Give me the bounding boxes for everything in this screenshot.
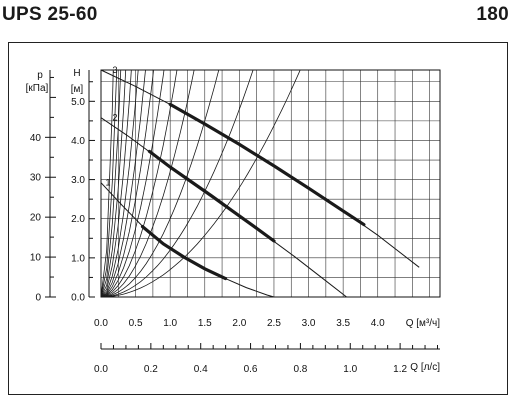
operating-range-1 bbox=[140, 225, 228, 281]
pressure-tick-label: 40 bbox=[30, 133, 42, 144]
operating-range-2 bbox=[147, 149, 276, 243]
flow-m3h-tick-label: 2.0 bbox=[232, 318, 246, 329]
flow-ls-tick-label: 0.8 bbox=[293, 364, 307, 375]
ylabel-p-symbol: p bbox=[37, 70, 43, 81]
flow-ls-tick-label: 1.2 bbox=[393, 364, 407, 375]
flow-m3h-tick-label: 3.5 bbox=[336, 318, 350, 329]
flow-m3h-tick-label: 1.0 bbox=[163, 318, 177, 329]
system-curve bbox=[101, 70, 220, 297]
flow-m3h-tick-label: 3.0 bbox=[302, 318, 316, 329]
xlabel-ls: Q [л/с] bbox=[410, 362, 440, 373]
grid bbox=[100, 69, 441, 298]
tick-labels: 0.0 1.0 2.0 3.0 4.0 5.0 0 10 20 30 40 0.0 0.5 1.0 1.5 2… bbox=[30, 97, 408, 375]
axes: p [кПа] H [м] Q [м³/ч] Q [л/с] bbox=[26, 68, 441, 373]
head-tick-label: 2.0 bbox=[71, 214, 85, 225]
curve-label-2: 2 bbox=[112, 113, 117, 123]
flow-ls-tick-label: 0.2 bbox=[144, 364, 158, 375]
system-curve bbox=[101, 70, 254, 297]
pressure-tick-label: 30 bbox=[30, 173, 42, 184]
flow-ls-tick-label: 0.6 bbox=[244, 364, 258, 375]
head-tick-label: 1.0 bbox=[71, 253, 85, 264]
head-tick-label: 3.0 bbox=[71, 175, 85, 186]
flow-m3h-tick-label: 4.0 bbox=[371, 318, 385, 329]
head-tick-label: 5.0 bbox=[71, 97, 85, 108]
flow-ls-tick-label: 1.0 bbox=[343, 364, 357, 375]
system-curve bbox=[101, 70, 195, 297]
head-tick-label: 4.0 bbox=[71, 136, 85, 147]
flow-ls-tick-label: 0.4 bbox=[194, 364, 208, 375]
system-curve bbox=[101, 70, 165, 297]
flow-ls-tick-label: 0.0 bbox=[94, 364, 108, 375]
ylabel-h-unit: [м] bbox=[71, 84, 84, 95]
ylabel-h-symbol: H bbox=[73, 68, 80, 79]
plot-border bbox=[100, 69, 441, 298]
system-curves bbox=[101, 70, 301, 297]
ylabel-p-unit: [кПа] bbox=[26, 83, 49, 94]
curve-label-1: 1 bbox=[105, 178, 110, 188]
pump-curve-2 bbox=[100, 117, 347, 298]
system-curve bbox=[101, 70, 301, 297]
xlabel-m3h: Q [м³/ч] bbox=[406, 318, 441, 329]
flow-m3h-tick-label: 1.5 bbox=[198, 318, 212, 329]
operating-range-3 bbox=[168, 102, 366, 227]
flow-m3h-tick-label: 0.5 bbox=[129, 318, 143, 329]
pump-model-title: UPS 25-60 bbox=[2, 4, 98, 25]
pressure-tick-label: 20 bbox=[30, 213, 42, 224]
curve-label-3: 3 bbox=[112, 65, 117, 75]
pump-curves: 1 2 3 bbox=[100, 65, 420, 298]
system-curve bbox=[101, 70, 178, 297]
pressure-tick-label: 10 bbox=[30, 253, 42, 264]
flow-m3h-tick-label: 2.5 bbox=[267, 318, 281, 329]
chart-frame bbox=[8, 42, 508, 395]
page-number: 180 bbox=[476, 4, 509, 25]
flow-m3h-tick-label: 0.0 bbox=[94, 318, 108, 329]
head-tick-label: 0.0 bbox=[71, 293, 85, 304]
pressure-tick-label: 0 bbox=[35, 293, 41, 304]
